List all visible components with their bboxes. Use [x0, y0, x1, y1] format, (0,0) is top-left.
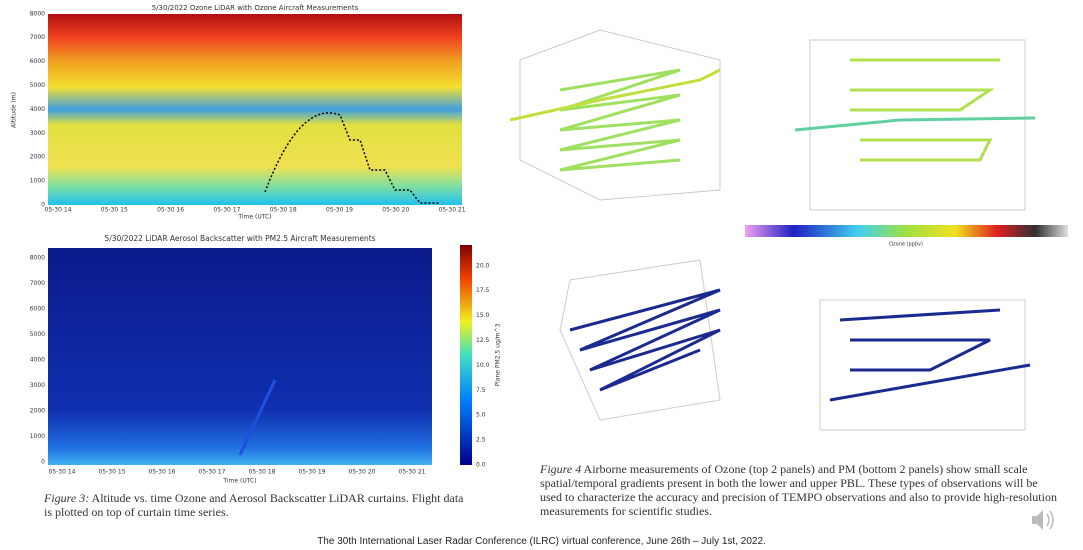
- x-tick-label: 05-30 14: [49, 469, 76, 476]
- colorbar-tick-label: 20.0: [476, 262, 490, 269]
- x-tick-label: 05-30 20: [349, 469, 376, 476]
- x-tick-label: 05-30 16: [149, 469, 176, 476]
- y-tick-label: 6000: [30, 58, 45, 65]
- x-tick-label: 05-30 21: [399, 469, 426, 476]
- pm-colorbar: [460, 245, 472, 465]
- y-tick-label: 7000: [30, 34, 45, 41]
- y-tick-label: 7000: [30, 280, 45, 287]
- y-tick-label: 5000: [30, 331, 45, 338]
- colorbar-tick-label: 0.0: [476, 462, 486, 469]
- y-label: Altitude (m): [11, 92, 18, 128]
- caption: Figure 4 Airborne measurements of Ozone …: [540, 462, 1060, 518]
- x-tick-label: 05-30 19: [326, 207, 353, 214]
- caption-label: Figure 4: [540, 462, 582, 476]
- y-tick-label: 5000: [30, 82, 45, 89]
- y-tick-label: 2000: [30, 154, 45, 161]
- colorbar-tick-label: 10.0: [476, 362, 490, 369]
- y-tick-label: 0: [41, 202, 45, 209]
- y-tick-label: 6000: [30, 306, 45, 313]
- caption-text: Airborne measurements of Ozone (top 2 pa…: [540, 462, 1057, 518]
- y-tick-label: 4000: [30, 106, 45, 113]
- y-tick-label: 8000: [30, 10, 45, 17]
- colorbar-tick-label: 17.5: [476, 287, 490, 294]
- y-tick-label: 8000: [30, 255, 45, 262]
- speaker-icon[interactable]: [1032, 510, 1054, 530]
- figure-title: 5/30/2022 LiDAR Aerosol Backscatter with…: [104, 234, 375, 243]
- x-tick-label: 05-30 20: [382, 207, 409, 214]
- panel-3d: [509, 29, 1036, 431]
- figure-title: 5/30/2022 Ozone LiDAR with Ozone Aircraf…: [152, 4, 359, 12]
- flight-track: [264, 112, 440, 204]
- caption-label: Figure 3:: [44, 491, 90, 505]
- x-tick-label: 05-30 15: [99, 469, 126, 476]
- x-tick-label: 05-30 17: [213, 207, 240, 214]
- y-tick-label: 0: [41, 459, 45, 466]
- y-tick-label: 1000: [30, 178, 45, 185]
- y-tick-label: 4000: [30, 357, 45, 364]
- x-tick-label: 05-30 19: [299, 469, 326, 476]
- colorbar-tick-label: 2.5: [476, 437, 486, 444]
- x-label: Time (UTC): [237, 214, 271, 221]
- y-tick-label: 2000: [30, 408, 45, 415]
- colorbar-tick-label: 15.0: [476, 312, 490, 319]
- ozone-colorbar: [745, 225, 1068, 237]
- x-tick-label: 05-30 18: [270, 207, 297, 214]
- colorbar-label: Plane PM2.5 ug/m^3: [495, 323, 502, 386]
- x-tick-label: 05-30 17: [199, 469, 226, 476]
- caption: Figure 3: Altitude vs. time Ozone and Ae…: [44, 491, 464, 519]
- y-tick-label: 3000: [30, 130, 45, 137]
- y-tick-label: 3000: [30, 382, 45, 389]
- x-label: Time (UTC): [222, 478, 256, 485]
- ozone-curtain: [48, 14, 462, 205]
- colorbar-tick-label: 5.0: [476, 412, 486, 419]
- caption-text: Altitude vs. time Ozone and Aerosol Back…: [44, 491, 464, 519]
- colorbar-tick-label: 7.5: [476, 387, 486, 394]
- x-tick-label: 05-30 18: [249, 469, 276, 476]
- aerosol-curtain: [48, 248, 432, 465]
- x-tick-label: 05-30 14: [45, 207, 72, 214]
- flight-track: [238, 379, 277, 456]
- footer: The 30th International Laser Radar Confe…: [317, 536, 766, 547]
- x-tick-label: 05-30 21: [439, 207, 466, 214]
- colorbar-tick-label: 12.5: [476, 337, 490, 344]
- y-tick-label: 1000: [30, 433, 45, 440]
- x-tick-label: 05-30 15: [101, 207, 128, 214]
- colorbar-label: Ozone (ppbv): [889, 242, 923, 248]
- x-tick-label: 05-30 16: [157, 207, 184, 214]
